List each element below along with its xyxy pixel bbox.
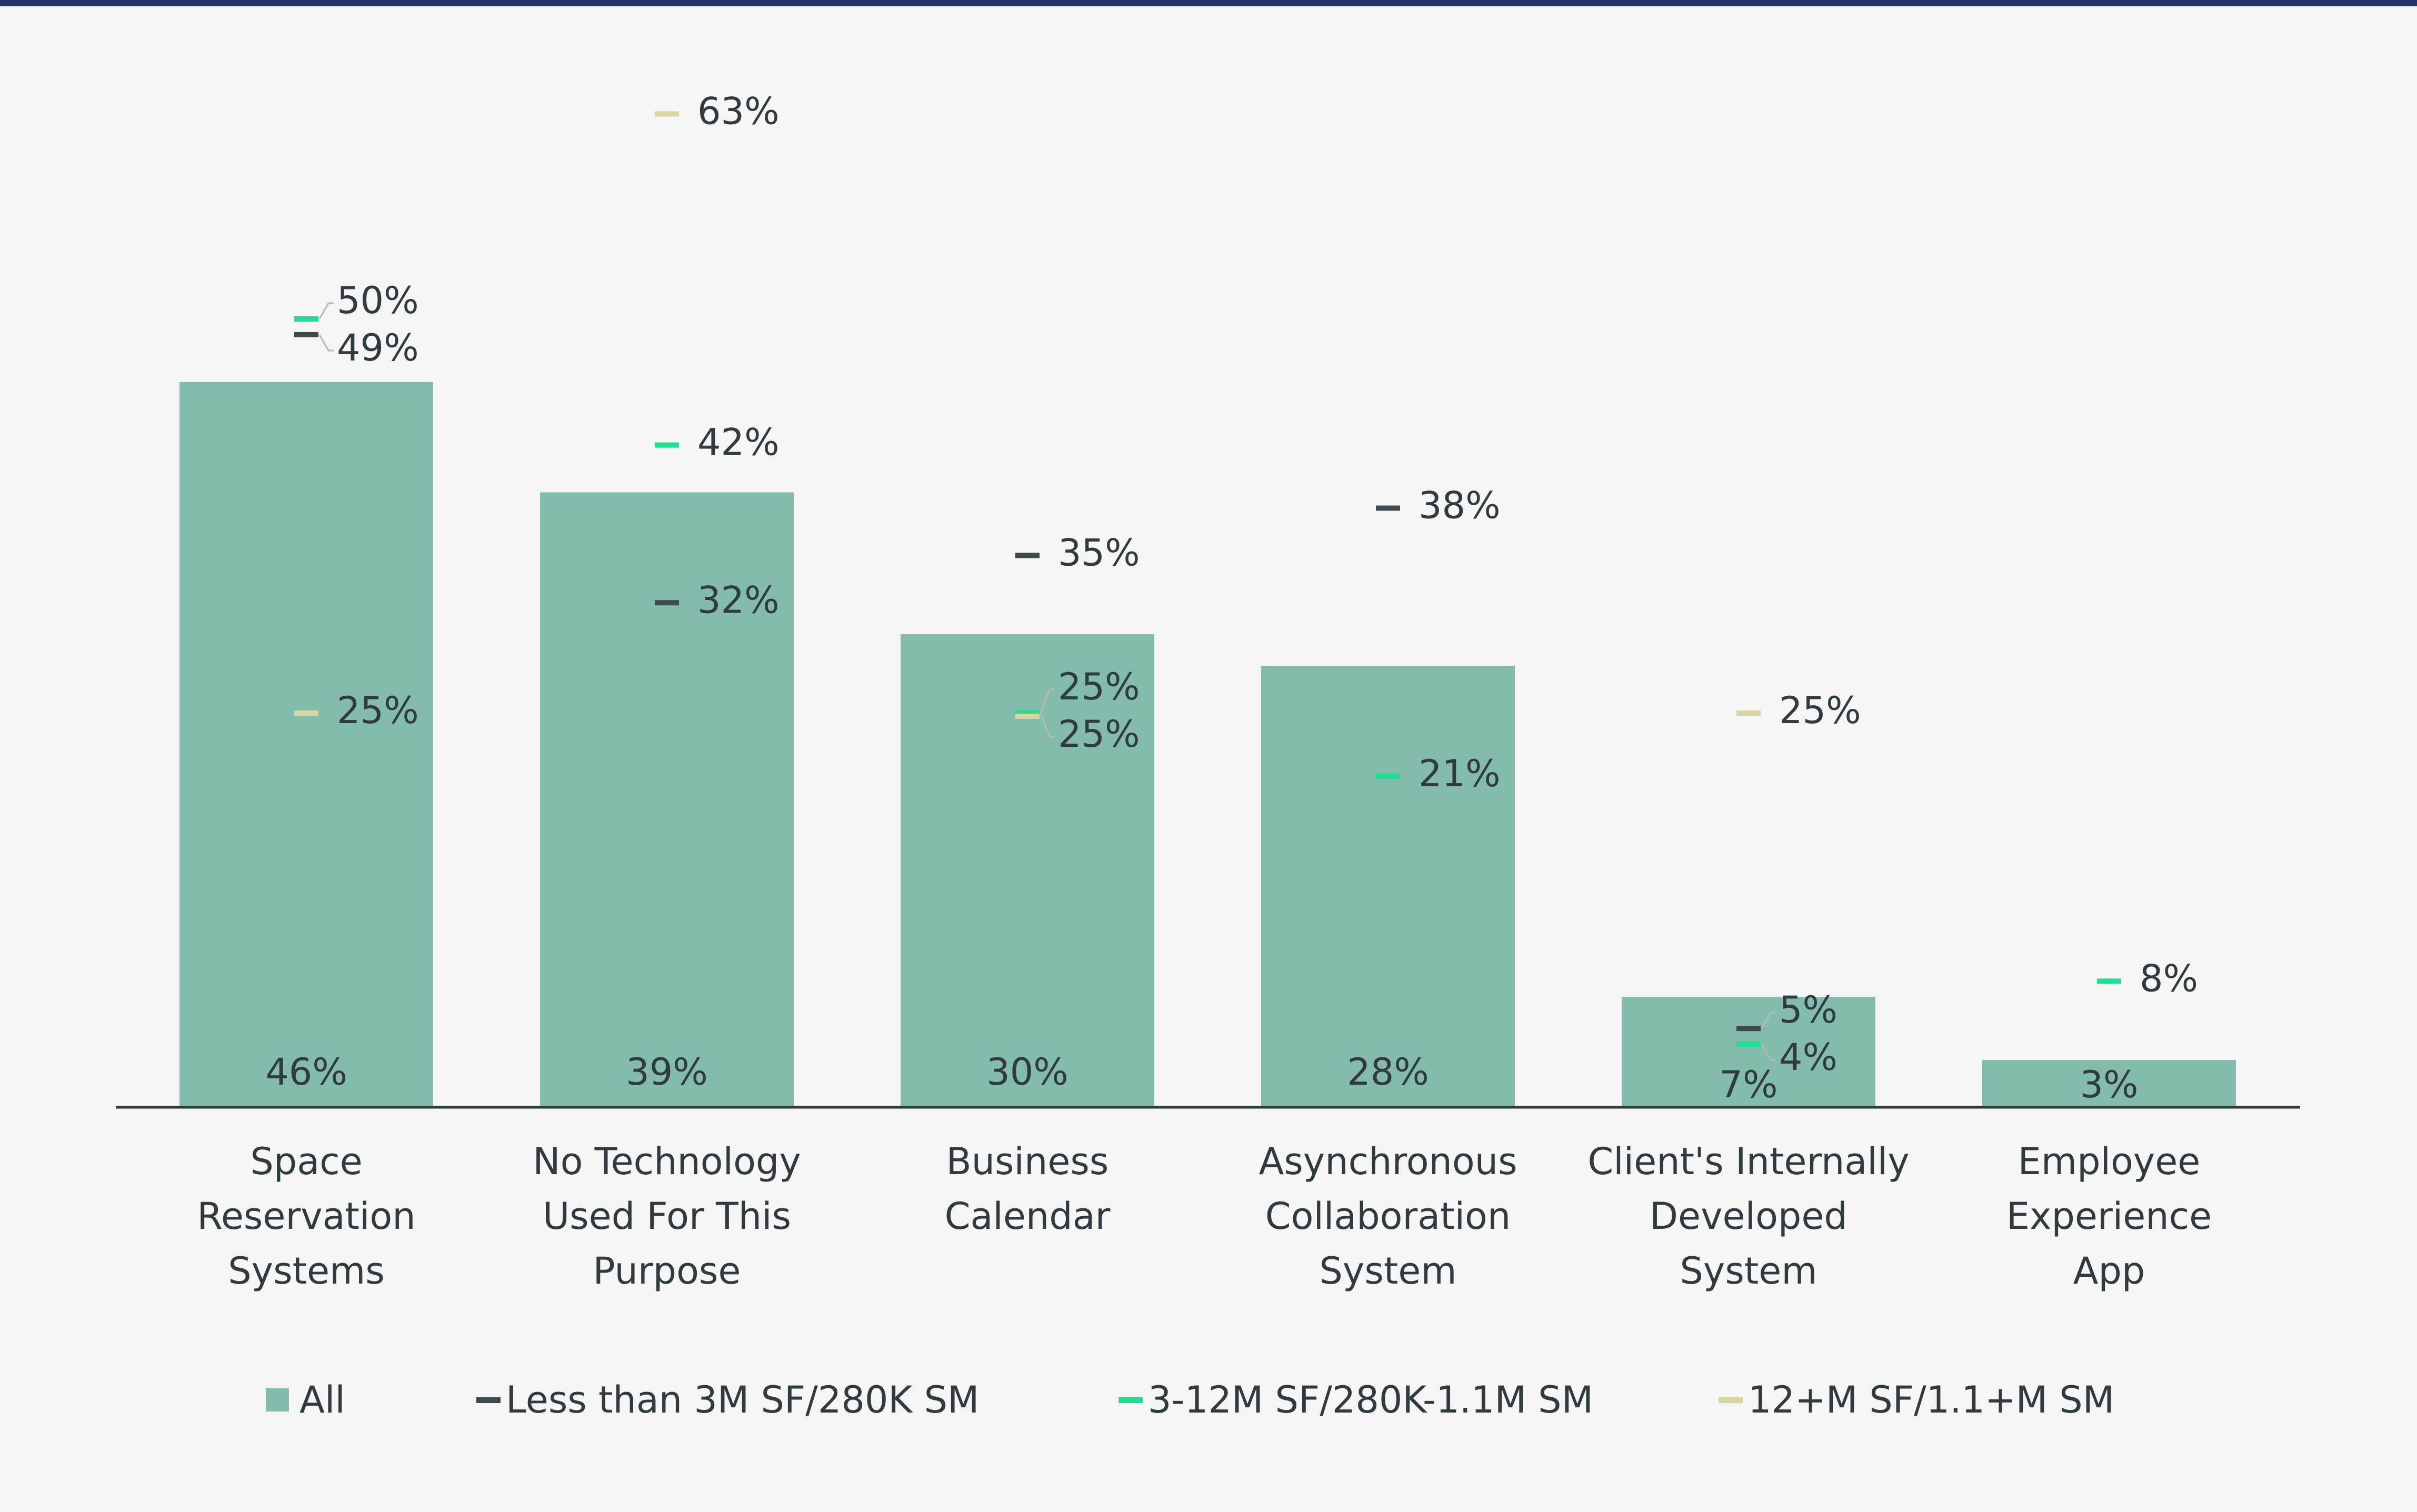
top-rule bbox=[0, 0, 2417, 6]
series-value-label: 25% bbox=[1058, 665, 1140, 708]
bar-value-label: 30% bbox=[986, 1050, 1068, 1094]
leader-line bbox=[1761, 1044, 1776, 1061]
series-marker bbox=[655, 111, 679, 117]
bar-value-label: 7% bbox=[1719, 1063, 1777, 1106]
series-value-label: 38% bbox=[1419, 484, 1501, 527]
legend-item: All bbox=[266, 1374, 345, 1426]
series-value-label: 49% bbox=[337, 326, 419, 369]
category-label: Employee bbox=[2018, 1140, 2201, 1183]
series-marker bbox=[1015, 553, 1040, 558]
series-marker bbox=[1376, 773, 1400, 779]
legend-label: 12+M SF/1.1+M SM bbox=[1748, 1378, 2115, 1421]
category-label: Experience bbox=[2006, 1195, 2212, 1238]
bar-value-label: 39% bbox=[626, 1050, 708, 1094]
series-marker bbox=[655, 442, 679, 448]
bar bbox=[540, 492, 794, 1107]
legend-swatch bbox=[266, 1388, 289, 1411]
series-marker bbox=[1015, 710, 1040, 716]
legend-item: 3-12M SF/280K-1.1M SM bbox=[1118, 1374, 1593, 1426]
series-marker bbox=[1015, 714, 1040, 719]
series-value-label: 50% bbox=[337, 279, 419, 322]
category-label: System bbox=[1319, 1249, 1456, 1293]
series-value-label: 32% bbox=[697, 578, 780, 622]
bar-value-label: 46% bbox=[265, 1050, 347, 1094]
legend-label: 3-12M SF/280K-1.1M SM bbox=[1148, 1378, 1594, 1421]
bar-value-label: 3% bbox=[2080, 1063, 2138, 1106]
category-label: App bbox=[2073, 1249, 2145, 1293]
series-value-label: 8% bbox=[2140, 957, 2198, 1000]
bar bbox=[1982, 1060, 2236, 1107]
series-value-label: 4% bbox=[1779, 1036, 1837, 1079]
series-marker bbox=[1736, 1026, 1761, 1032]
series-value-label: 5% bbox=[1779, 988, 1837, 1032]
series-marker bbox=[294, 316, 318, 322]
leader-line bbox=[1040, 713, 1055, 738]
legend-dash bbox=[1719, 1397, 1743, 1403]
series-marker bbox=[1736, 710, 1761, 716]
series-value-label: 42% bbox=[697, 421, 780, 464]
legend-dash bbox=[476, 1397, 501, 1403]
category-label: Asynchronous bbox=[1259, 1140, 1517, 1183]
legend-item: Less than 3M SF/280K SM bbox=[476, 1374, 979, 1426]
bar bbox=[179, 382, 433, 1107]
category-label: Reservation bbox=[197, 1195, 415, 1238]
category-label: Purpose bbox=[593, 1249, 741, 1293]
legend-label: Less than 3M SF/280K SM bbox=[506, 1378, 980, 1421]
bar bbox=[1622, 997, 1875, 1107]
leader-line bbox=[1040, 688, 1055, 714]
category-label: System bbox=[1680, 1249, 1817, 1293]
series-value-label: 25% bbox=[1058, 713, 1140, 756]
legend-dash bbox=[1118, 1397, 1143, 1403]
legend: All Less than 3M SF/280K SM 3-12M SF/280K-… bbox=[0, 1374, 2417, 1426]
category-label: Client's Internally bbox=[1587, 1140, 1909, 1183]
leader-line bbox=[1761, 1012, 1776, 1029]
series-marker bbox=[655, 600, 679, 606]
legend-item: 12+M SF/1.1+M SM bbox=[1719, 1374, 2114, 1426]
legend-label: All bbox=[299, 1378, 345, 1421]
category-label: Collaboration bbox=[1265, 1195, 1511, 1238]
series-value-label: 21% bbox=[1419, 752, 1501, 795]
series-value-label: 25% bbox=[337, 689, 419, 732]
series-marker bbox=[294, 332, 318, 337]
series-value-label: 25% bbox=[1779, 689, 1861, 732]
series-marker bbox=[1736, 1042, 1761, 1047]
series-marker bbox=[294, 710, 318, 716]
series-value-label: 63% bbox=[697, 90, 780, 133]
category-label: Business bbox=[946, 1140, 1109, 1183]
category-label: No Technology bbox=[533, 1140, 801, 1183]
leader-line bbox=[318, 334, 334, 352]
series-marker bbox=[2097, 978, 2121, 984]
bar-value-label: 28% bbox=[1347, 1050, 1429, 1094]
category-label: Systems bbox=[228, 1249, 385, 1293]
bar bbox=[1261, 666, 1515, 1107]
category-label: Developed bbox=[1650, 1195, 1847, 1238]
series-value-label: 35% bbox=[1058, 531, 1140, 574]
leader-line bbox=[318, 302, 334, 319]
category-label: Calendar bbox=[945, 1195, 1111, 1238]
series-marker bbox=[1376, 505, 1400, 511]
category-label: Space bbox=[250, 1140, 362, 1183]
category-label: Used For This bbox=[543, 1195, 791, 1238]
